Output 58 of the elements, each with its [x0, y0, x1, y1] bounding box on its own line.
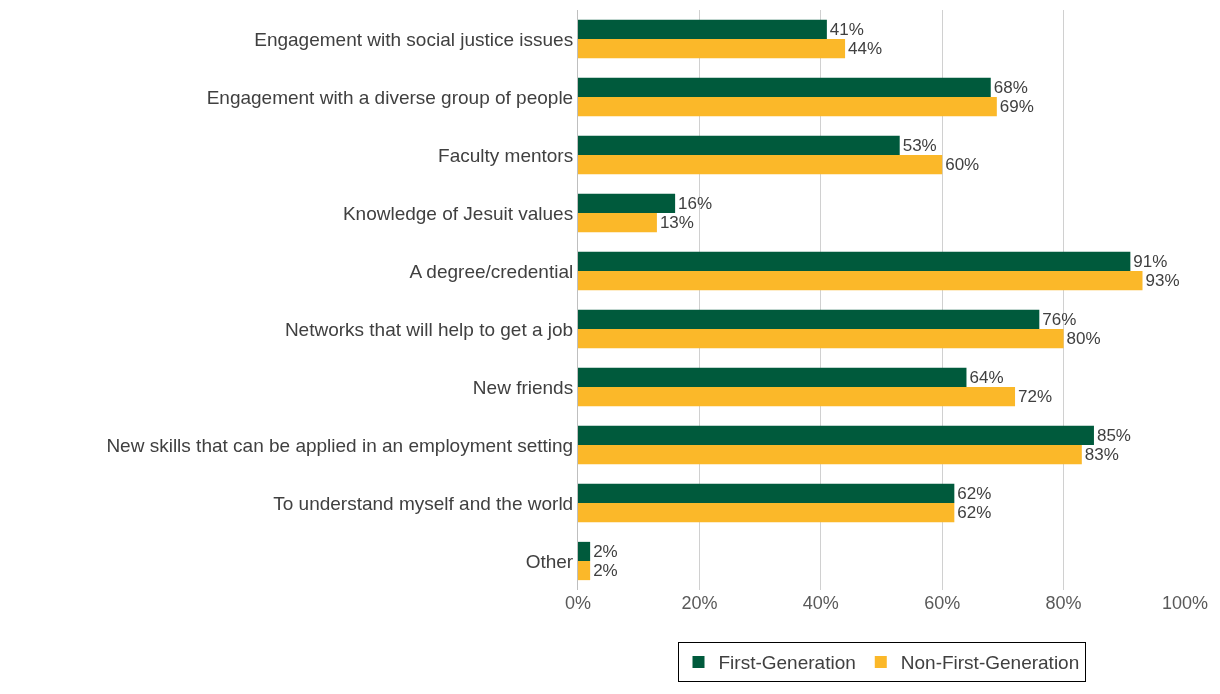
- legend-label: First-Generation: [718, 652, 856, 674]
- data-label: 91%: [1133, 251, 1168, 271]
- x-tick-label: 40%: [802, 593, 839, 613]
- y-tick-label: Engagement with a diverse group of people: [206, 86, 574, 108]
- data-label: 41%: [829, 19, 864, 39]
- bar: [578, 367, 967, 387]
- bar: [578, 445, 1082, 465]
- bar: [578, 193, 676, 213]
- bar: [578, 329, 1064, 349]
- data-label: 16%: [678, 193, 713, 213]
- legend-label: Non-First-Generation: [900, 652, 1080, 674]
- bar: [578, 387, 1016, 407]
- bar: [578, 19, 827, 39]
- data-label: 44%: [848, 39, 883, 59]
- y-tick-label: Engagement with social justice issues: [254, 28, 574, 50]
- y-tick-label: Other: [525, 550, 574, 572]
- bar: [578, 561, 591, 581]
- x-tick-label: 60%: [924, 593, 961, 613]
- data-label: 2%: [593, 541, 618, 561]
- bar: [578, 425, 1094, 445]
- data-label: 83%: [1084, 445, 1119, 465]
- data-label: 72%: [1018, 387, 1053, 407]
- x-tick-label: 80%: [1045, 593, 1082, 613]
- data-label: 64%: [969, 367, 1004, 387]
- y-tick-label: Faculty mentors: [438, 144, 574, 166]
- data-label: 13%: [659, 213, 694, 233]
- bar: [578, 155, 943, 175]
- bar: [578, 135, 900, 155]
- data-label: 93%: [1145, 271, 1180, 291]
- data-label: 62%: [957, 483, 992, 503]
- x-tick-label: 0%: [564, 593, 592, 613]
- bar: [578, 309, 1040, 329]
- bar: [578, 97, 997, 117]
- bar: [578, 483, 955, 503]
- bar: [578, 541, 591, 561]
- x-tick-label: 100%: [1161, 593, 1209, 613]
- bar: [578, 503, 955, 523]
- data-label: 80%: [1066, 329, 1101, 349]
- bar: [578, 251, 1131, 271]
- bar: [578, 271, 1143, 291]
- y-tick-label: New friends: [472, 376, 574, 398]
- y-tick-label: A degree/credential: [409, 260, 574, 282]
- data-label: 53%: [902, 135, 937, 155]
- data-label: 69%: [999, 97, 1034, 117]
- data-label: 62%: [957, 503, 992, 523]
- y-tick-label: Networks that will help to get a job: [284, 318, 574, 340]
- data-label: 85%: [1096, 425, 1131, 445]
- y-tick-label: To understand myself and the world: [273, 492, 574, 514]
- y-tick-label: New skills that can be applied in an employment setting: [106, 434, 574, 456]
- data-label: 60%: [945, 155, 980, 175]
- data-label: 68%: [993, 77, 1028, 97]
- bar: [578, 39, 846, 59]
- data-label: 76%: [1042, 309, 1077, 329]
- data-label: 2%: [593, 561, 618, 581]
- bar: [578, 77, 991, 97]
- bar: [578, 213, 657, 233]
- y-tick-label: Knowledge of Jesuit values: [342, 202, 574, 224]
- x-tick-label: 20%: [681, 593, 718, 613]
